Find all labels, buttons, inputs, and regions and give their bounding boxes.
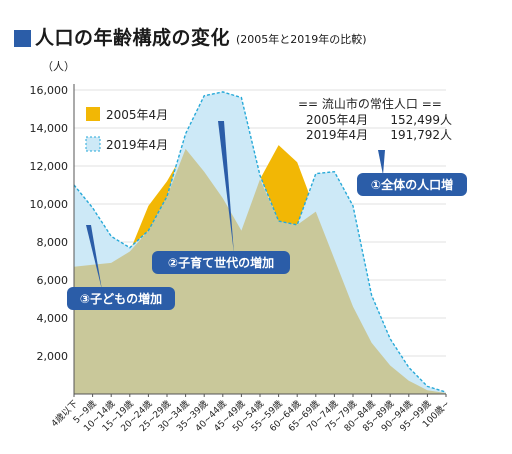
- callout-pointer: [378, 150, 385, 175]
- title-block: 人口の年齢構成の変化 (2005年と2019年の比較): [14, 27, 367, 50]
- y-tick-label: 10,000: [30, 198, 69, 211]
- callout-pointer: [86, 225, 102, 290]
- chart-subtitle: (2005年と2019年の比較): [236, 33, 367, 46]
- annotation-row-value: 152,499人: [390, 113, 452, 127]
- y-tick-label: 12,000: [30, 160, 69, 173]
- callout-text: ③子どもの増加: [80, 291, 162, 306]
- y-tick-label: 6,000: [37, 274, 69, 287]
- y-tick-label: 2,000: [37, 350, 69, 363]
- callout-text: ①全体の人口増: [371, 177, 453, 192]
- callout-pointer: [218, 121, 234, 254]
- y-unit-label: （人）: [42, 60, 75, 73]
- callout-box: [357, 173, 467, 196]
- legend-swatch-2005: [86, 107, 100, 121]
- callout-box: [67, 287, 175, 310]
- legend-swatch-2019: [85, 136, 101, 152]
- annotation-row-label: 2005年4月: [306, 113, 368, 127]
- chart-title: 人口の年齢構成の変化: [35, 27, 231, 49]
- x-tick-label: 4歳以下: [48, 398, 80, 430]
- annotation-row-value: 191,792人: [390, 128, 452, 142]
- callout-box: [152, 251, 290, 274]
- annotation-row-label: 2019年4月: [306, 128, 368, 142]
- legend-label-2005: 2005年4月: [106, 108, 168, 122]
- y-tick-label: 8,000: [37, 236, 69, 249]
- y-tick-label: 4,000: [37, 312, 69, 325]
- callout-text: ②子育て世代の増加: [168, 255, 274, 270]
- line-2019: [73, 91, 447, 393]
- y-tick-label: 14,000: [30, 122, 69, 135]
- y-tick-label: 16,000: [30, 84, 69, 97]
- title-marker-icon: [14, 30, 31, 47]
- annotation-header: == 流山市の常住人口 ==: [298, 96, 442, 111]
- legend-label-2019: 2019年4月: [106, 138, 168, 152]
